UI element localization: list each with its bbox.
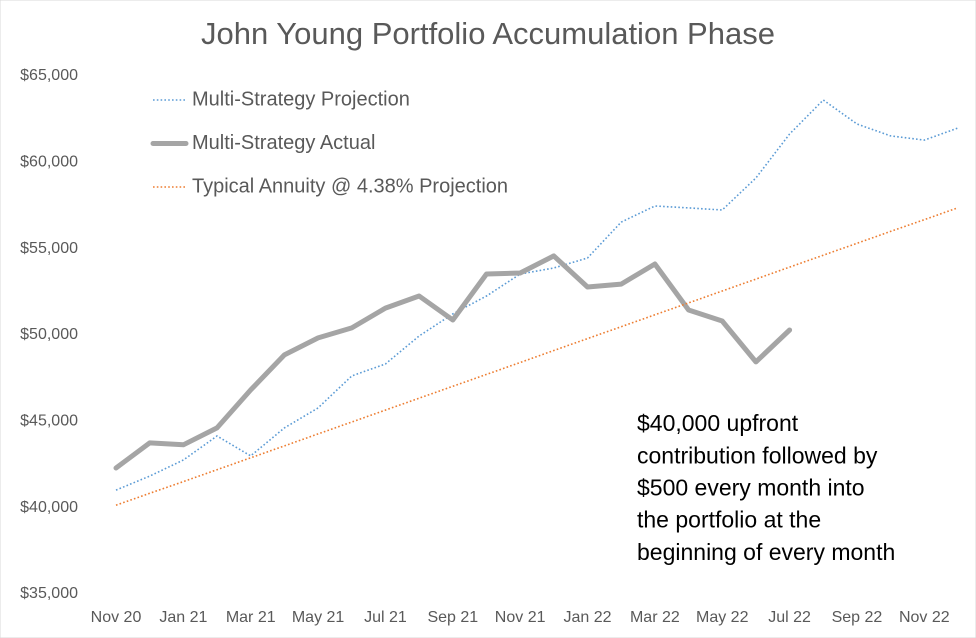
x-tick-label: Nov 22 xyxy=(899,609,950,626)
legend-label: Typical Annuity @ 4.38% Projection xyxy=(192,175,508,197)
x-tick-label: May 22 xyxy=(696,609,749,626)
x-tick-label: Mar 22 xyxy=(630,609,680,626)
annotation: beginning of every month xyxy=(637,539,895,565)
chart-title: John Young Portfolio Accumulation Phase xyxy=(201,16,775,51)
annotation: the portfolio at the xyxy=(637,507,821,533)
y-tick-label: $35,000 xyxy=(20,585,78,602)
x-tick-label: Jan 22 xyxy=(563,609,611,626)
x-tick-label: Sep 21 xyxy=(427,609,478,626)
x-tick-label: Mar 21 xyxy=(226,609,276,626)
x-tick-label: May 21 xyxy=(292,609,345,626)
legend-label: Multi-Strategy Projection xyxy=(192,88,410,110)
annotation: contribution followed by xyxy=(637,442,878,468)
legend-label: Multi-Strategy Actual xyxy=(192,132,375,154)
y-tick-label: $40,000 xyxy=(20,499,78,516)
x-tick-label: Jan 21 xyxy=(159,609,207,626)
y-tick-label: $60,000 xyxy=(20,154,78,171)
x-tick-label: Nov 21 xyxy=(495,609,546,626)
x-tick-label: Jul 21 xyxy=(364,609,407,626)
x-tick-label: Sep 22 xyxy=(832,609,883,626)
y-tick-label: $45,000 xyxy=(20,413,78,430)
y-tick-label: $55,000 xyxy=(20,240,78,257)
series-line xyxy=(113,253,793,471)
x-tick-label: Jul 22 xyxy=(768,609,811,626)
x-tick-label: Nov 20 xyxy=(91,609,142,626)
y-tick-label: $50,000 xyxy=(20,326,78,343)
annotation: $500 every month into xyxy=(637,474,865,500)
annotation: $40,000 upfront xyxy=(637,410,799,436)
series-line xyxy=(115,98,959,491)
y-tick-label: $65,000 xyxy=(20,67,78,84)
series-line xyxy=(115,206,959,506)
